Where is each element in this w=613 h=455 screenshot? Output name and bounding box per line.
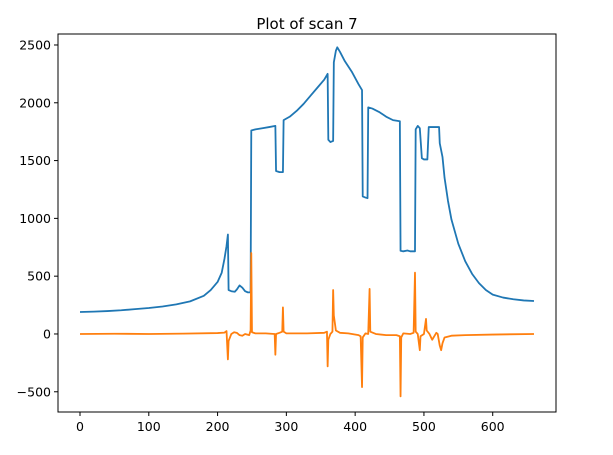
x-tick-label: 600	[481, 419, 505, 434]
plot-frame	[57, 33, 557, 413]
y-tick-label: 500	[27, 269, 51, 284]
y-tick-label: −500	[17, 384, 51, 399]
x-tick-label: 500	[412, 419, 436, 434]
plot-area	[79, 46, 535, 398]
series-line-2	[80, 252, 535, 398]
y-tick-label: 1500	[19, 153, 51, 168]
chart-title: Plot of scan 7	[256, 15, 357, 33]
x-tick-label: 200	[206, 419, 230, 434]
x-tick-label: 100	[137, 419, 161, 434]
series-line-1	[79, 46, 535, 313]
y-tick-label: 0	[43, 326, 51, 341]
y-tick-label: 1000	[19, 211, 51, 226]
x-tick-label: 400	[343, 419, 367, 434]
x-tick-label: 300	[274, 419, 298, 434]
x-tick-label: 0	[76, 419, 84, 434]
y-tick-label: 2500	[19, 37, 51, 52]
y-tick-label: 2000	[19, 95, 51, 110]
y-axis: −500 0 500 1000 1500 2000 2500	[17, 37, 58, 399]
x-axis: 0 100 200 300 400 500 600	[76, 412, 505, 434]
